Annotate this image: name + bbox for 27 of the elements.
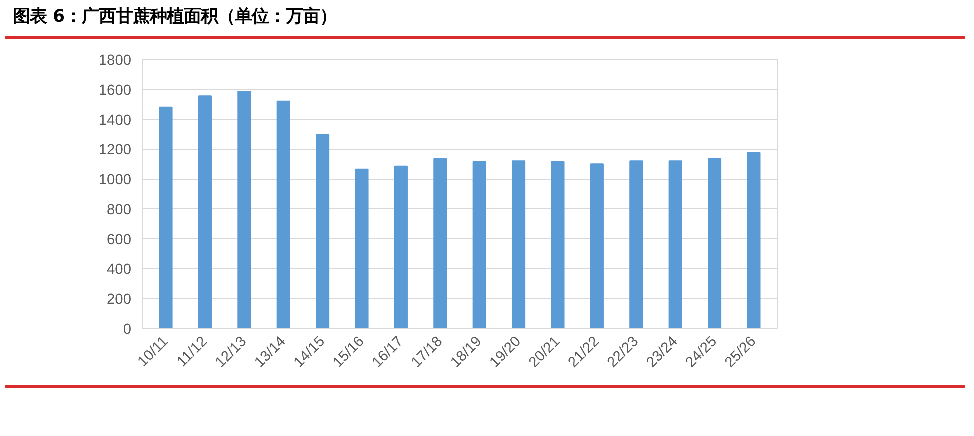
- bar: [551, 161, 565, 328]
- bar: [394, 166, 408, 328]
- bar: [316, 134, 330, 328]
- bar: [747, 152, 761, 328]
- y-tick-label: 200: [107, 292, 132, 308]
- bar: [472, 161, 486, 328]
- bar: [630, 160, 644, 328]
- chart-title: 图表 6：广西甘蔗种植面积（单位：万亩）: [13, 6, 338, 29]
- bar: [238, 91, 252, 328]
- y-tick-label: 800: [107, 202, 132, 218]
- y-tick-label: 600: [107, 232, 132, 248]
- y-tick-label: 1800: [98, 53, 132, 69]
- bar: [159, 106, 173, 328]
- y-tick-label: 400: [107, 262, 132, 278]
- y-tick-label: 1400: [98, 112, 132, 129]
- bar: [355, 168, 369, 328]
- bar: [708, 158, 722, 328]
- bar: [512, 160, 526, 328]
- y-tick-label: 0: [123, 322, 132, 338]
- bar: [590, 164, 604, 328]
- bar: [668, 160, 682, 328]
- y-tick-label: 1600: [98, 82, 132, 99]
- bar: [276, 100, 290, 328]
- bar: [434, 158, 448, 328]
- y-tick-label: 1200: [98, 142, 132, 159]
- y-tick-label: 1000: [98, 172, 132, 189]
- bar: [198, 96, 212, 328]
